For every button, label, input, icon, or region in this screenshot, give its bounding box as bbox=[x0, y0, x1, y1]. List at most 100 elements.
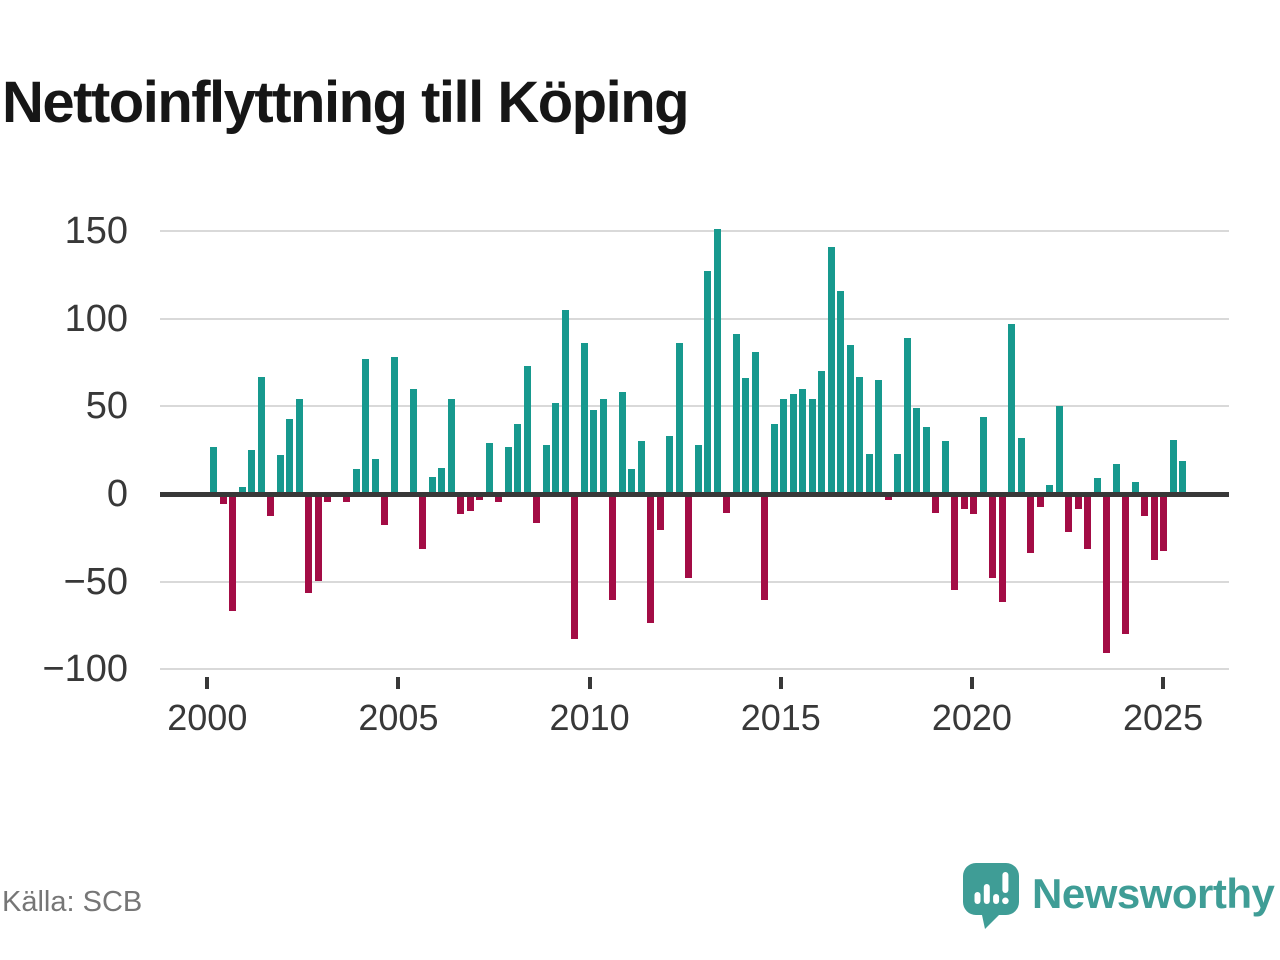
bar-2010-q1 bbox=[590, 409, 597, 494]
bar-2007-q3 bbox=[495, 495, 502, 502]
bar-2019-q3 bbox=[951, 495, 958, 590]
bar-2015-q2 bbox=[789, 394, 797, 494]
bar-2016-q3 bbox=[837, 290, 844, 494]
bar-2023-q4 bbox=[1112, 464, 1120, 494]
bar-2019-q2 bbox=[941, 441, 949, 494]
x-axis-tick bbox=[205, 677, 210, 689]
bar-2016-q4 bbox=[846, 344, 854, 494]
y-axis-label: 50 bbox=[85, 385, 128, 428]
x-axis-label: 2005 bbox=[358, 697, 439, 738]
bar-2013-q3 bbox=[723, 495, 730, 513]
bar-2011-q1 bbox=[628, 469, 635, 494]
gridline bbox=[160, 317, 1229, 320]
y-axis-label: 0 bbox=[106, 473, 128, 515]
bar-2015-q4 bbox=[808, 399, 816, 494]
bar-2024-q4 bbox=[1150, 495, 1158, 560]
bar-2014-q3 bbox=[761, 495, 768, 601]
gridline bbox=[160, 580, 1229, 583]
bar-2023-q3 bbox=[1103, 495, 1110, 653]
bar-2025-q2 bbox=[1169, 439, 1177, 494]
bar-2010-q4 bbox=[618, 392, 626, 494]
bar-2025-q1 bbox=[1160, 495, 1167, 552]
bar-2006-q3 bbox=[457, 495, 464, 515]
newsworthy-speech-bubble-chart-icon bbox=[963, 863, 1019, 934]
bar-2019-q4 bbox=[960, 495, 968, 509]
gridline bbox=[160, 405, 1229, 408]
bar-2014-q1 bbox=[742, 378, 749, 494]
x-axis-tick bbox=[587, 677, 592, 689]
bar-2002-q2 bbox=[295, 399, 303, 494]
bar-2001-q4 bbox=[276, 455, 284, 494]
bar-2002-q4 bbox=[314, 495, 322, 581]
bar-2022-q4 bbox=[1074, 495, 1082, 509]
bar-2025-q3 bbox=[1179, 460, 1186, 494]
bar-chart: 150 100 50 0 −50 −100 2000 2005 2010 2015 2020 2025 bbox=[42, 212, 1229, 738]
bar-2019-q1 bbox=[932, 495, 939, 513]
bar-2007-q4 bbox=[504, 446, 512, 494]
bar-2024-q1 bbox=[1122, 495, 1129, 634]
x-axis-label: 2025 bbox=[1123, 697, 1204, 738]
bar-2020-q3 bbox=[989, 495, 996, 578]
bar-2016-q2 bbox=[827, 246, 835, 494]
bar-2001-q1 bbox=[248, 450, 255, 494]
bar-2008-q4 bbox=[542, 444, 550, 494]
bar-2011-q4 bbox=[656, 495, 664, 531]
bar-2000-q3 bbox=[229, 495, 236, 611]
bar-2011-q3 bbox=[647, 495, 654, 624]
bar-2015-q3 bbox=[799, 388, 806, 494]
newsworthy-logo: Newsworthy bbox=[960, 860, 1280, 930]
bar-2021-q1 bbox=[1008, 323, 1015, 494]
bar-2017-q2 bbox=[865, 453, 873, 494]
chart-title: Nettoinflyttning till Köping bbox=[2, 69, 690, 135]
bar-2011-q2 bbox=[637, 441, 645, 494]
bar-2012-q3 bbox=[685, 495, 692, 578]
bar-2005-q3 bbox=[419, 495, 426, 550]
bar-2013-q2 bbox=[713, 229, 721, 494]
bar-2007-q1 bbox=[476, 495, 483, 501]
bar-2020-q4 bbox=[998, 495, 1006, 602]
bar-2006-q4 bbox=[466, 495, 474, 511]
bar-2003-q1 bbox=[324, 495, 331, 502]
zero-axis-line bbox=[160, 492, 1229, 497]
bar-2009-q2 bbox=[561, 309, 569, 494]
bar-2017-q4 bbox=[884, 495, 892, 501]
bar-2013-q1 bbox=[704, 271, 711, 494]
bar-2021-q4 bbox=[1036, 495, 1044, 508]
x-axis-label: 2010 bbox=[549, 697, 630, 738]
bar-2015-q1 bbox=[780, 399, 787, 494]
bar-2009-q3 bbox=[571, 495, 578, 639]
bar-2024-q2 bbox=[1131, 481, 1139, 494]
bar-2022-q3 bbox=[1065, 495, 1072, 532]
bar-2004-q2 bbox=[371, 458, 379, 494]
bar-2010-q2 bbox=[599, 399, 607, 494]
bar-2002-q3 bbox=[305, 495, 312, 594]
bar-2000-q2 bbox=[219, 495, 227, 504]
bar-2017-q1 bbox=[856, 376, 863, 494]
bar-2008-q3 bbox=[533, 495, 540, 524]
bar-2007-q2 bbox=[485, 443, 493, 494]
gridline bbox=[160, 229, 1229, 232]
bar-2018-q3 bbox=[913, 408, 920, 494]
bar-2009-q4 bbox=[580, 343, 588, 494]
bar-2012-q4 bbox=[694, 444, 702, 494]
bar-2010-q3 bbox=[609, 495, 616, 601]
y-axis-label: −50 bbox=[63, 560, 128, 603]
bar-2006-q1 bbox=[438, 467, 445, 494]
bar-2018-q4 bbox=[922, 427, 930, 494]
bar-2003-q3 bbox=[343, 495, 350, 502]
bar-2014-q2 bbox=[751, 351, 759, 494]
bar-2016-q1 bbox=[818, 371, 825, 494]
bar-2008-q1 bbox=[514, 423, 521, 494]
bar-2013-q4 bbox=[732, 334, 740, 494]
bar-2004-q4 bbox=[390, 357, 398, 494]
bar-2020-q2 bbox=[979, 416, 987, 494]
newsworthy-logo-text: Newsworthy bbox=[1032, 870, 1275, 917]
bar-2002-q1 bbox=[286, 418, 293, 494]
bar-2018-q2 bbox=[903, 337, 911, 494]
y-axis-label: 100 bbox=[64, 297, 128, 340]
x-axis-tick bbox=[969, 677, 974, 689]
bar-2005-q2 bbox=[409, 388, 417, 494]
bar-2004-q3 bbox=[381, 495, 388, 525]
y-axis-label: −100 bbox=[42, 648, 128, 691]
bar-2021-q2 bbox=[1017, 437, 1025, 494]
